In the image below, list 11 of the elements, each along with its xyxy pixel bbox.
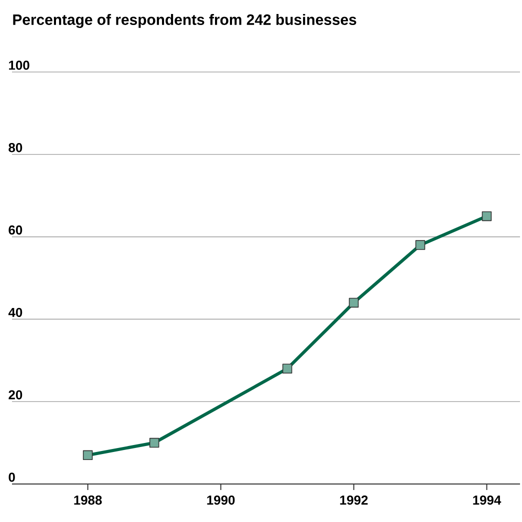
y-tick-label: 80 (8, 143, 22, 152)
y-tick-label: 0 (8, 472, 15, 482)
chart-title: Percentage of respondents from 242 businesses (13, 14, 356, 28)
x-tick-label: 1990 (207, 496, 235, 505)
x-tick-label: 1992 (340, 496, 368, 505)
y-tick-label: 100 (9, 60, 30, 70)
y-tick-label: 20 (8, 390, 22, 400)
y-tick-label: 60 (8, 225, 22, 235)
x-tick-label: 1994 (473, 496, 502, 505)
y-tick-label: 40 (8, 308, 22, 318)
x-tick-label: 1988 (74, 496, 102, 505)
